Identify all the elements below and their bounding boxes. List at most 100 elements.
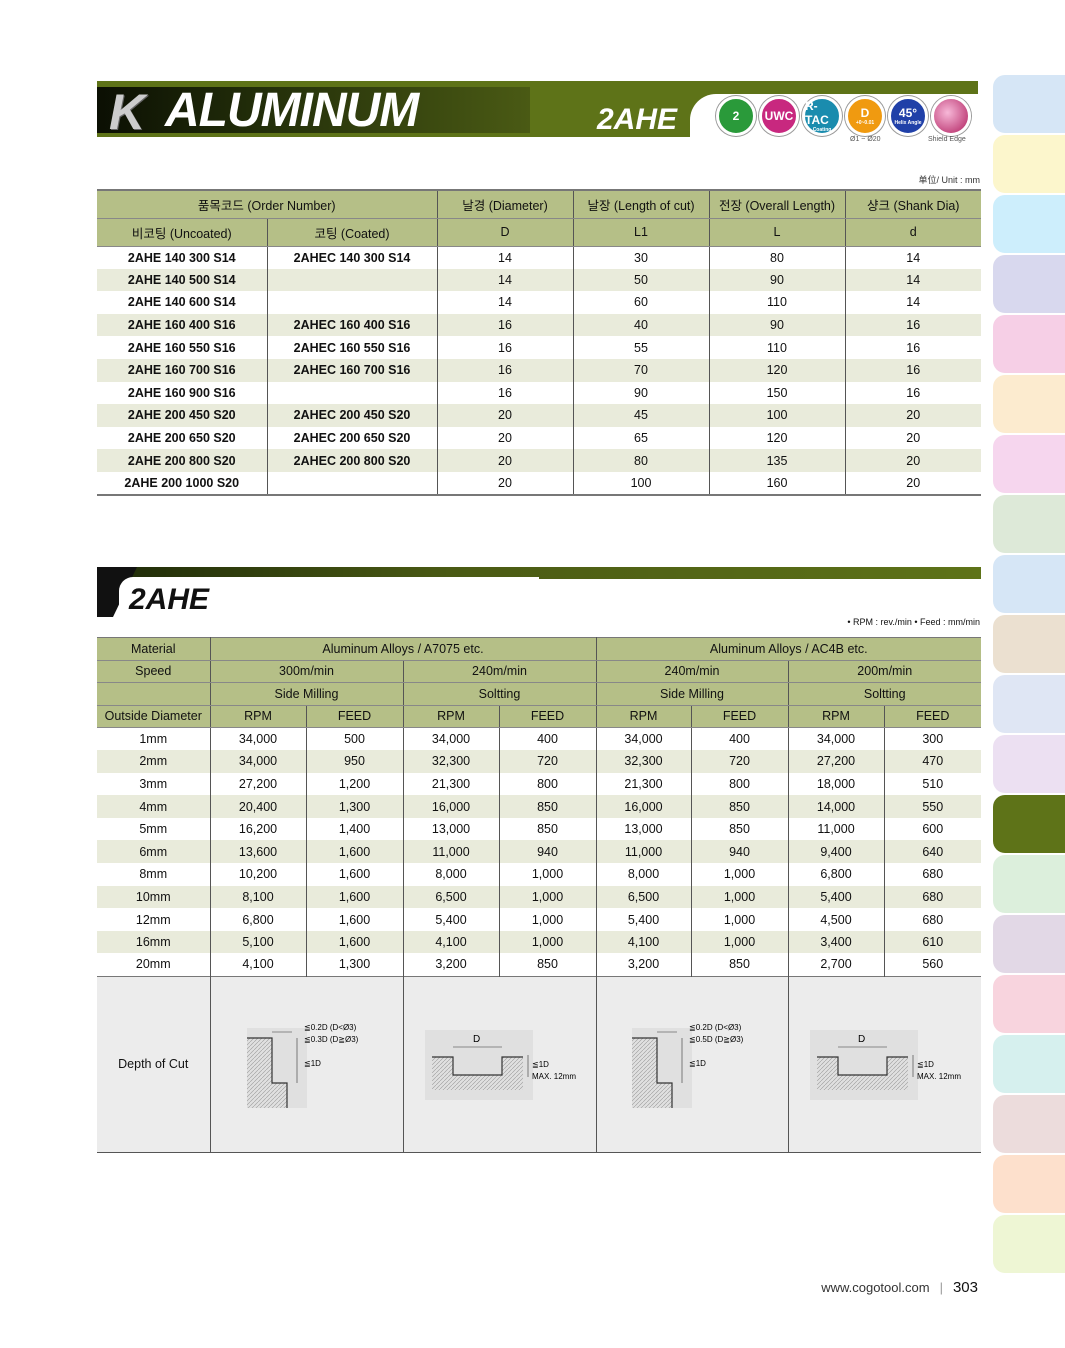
page-number: 303 — [952, 1279, 978, 1296]
depth-diagram: D ≦1D MAX. 12mm — [787, 975, 981, 1153]
side-tab[interactable] — [993, 315, 1065, 373]
footer: www.cogotool.com | 303 — [821, 1279, 978, 1296]
units-legend: • RPM : rev./min • Feed : mm/min — [847, 617, 980, 627]
spec-value: 16 — [436, 381, 573, 405]
diagram-note: MAX. 12mm — [917, 1072, 961, 1081]
depth-diagram: D ≦1D MAX. 12mm — [402, 975, 596, 1153]
side-tab[interactable] — [993, 975, 1065, 1033]
rpm-value: 6,500 — [402, 885, 499, 909]
r-tac-coating-icon: R-TAC Coating — [802, 96, 842, 136]
rpm-value: 11,000 — [595, 840, 691, 864]
side-tab[interactable] — [993, 555, 1065, 613]
section-title: 2AHE — [129, 583, 210, 616]
subheader-l1: L1 — [572, 218, 709, 247]
rpm-value: 4,100 — [402, 930, 499, 954]
condition-row: 1mm 34,000 500 34,000 400 34,000 400 34,000 300 — [97, 727, 981, 751]
spec-value: 135 — [708, 449, 845, 472]
section-header: 2AHE — [97, 567, 981, 617]
spec-value: 14 — [844, 291, 981, 314]
side-tab[interactable] — [993, 195, 1065, 253]
side-tab[interactable] — [993, 1215, 1065, 1273]
side-tab[interactable] — [993, 795, 1065, 853]
diagram-note: ≦1D — [917, 1060, 934, 1069]
feed-value: 800 — [690, 772, 788, 796]
spec-row: 2AHE 200 1000 S20 20 100 160 20 — [97, 471, 981, 495]
tolerance-icon-sub: +0~0.01 — [855, 120, 875, 126]
side-tab[interactable] — [993, 855, 1065, 913]
website-link[interactable]: www.cogotool.com — [821, 1280, 930, 1295]
spec-value: 80 — [708, 246, 845, 269]
order-code: 2AHEC 200 450 S20 — [266, 404, 437, 427]
feed-value: 500 — [305, 727, 403, 751]
tolerance-icon: D +0~0.01 — [845, 96, 885, 136]
operation: Side Milling — [595, 682, 788, 706]
condition-row: 8mm 10,200 1,600 8,000 1,000 8,000 1,000 6,800 6… — [97, 863, 981, 886]
side-tab[interactable] — [993, 495, 1065, 553]
feed-value: 400 — [690, 727, 788, 751]
side-tab[interactable] — [993, 435, 1065, 493]
rpm-value: 13,600 — [209, 840, 306, 864]
outside-diameter: 5mm — [139, 822, 168, 837]
diagram-d: D — [858, 1034, 865, 1045]
side-tab[interactable] — [993, 915, 1065, 973]
od-label: Outside Diameter — [97, 705, 210, 728]
feed-value: 950 — [305, 750, 403, 773]
diagram-note: ≦1D — [532, 1060, 549, 1069]
spec-row: 2AHE 140 600 S14 14 60 110 14 — [97, 291, 981, 314]
order-code: 2AHEC 140 300 S14 — [266, 246, 437, 269]
spec-row: 2AHE 200 650 S20 2AHEC 200 650 S20 20 65 120… — [97, 426, 981, 450]
side-tab[interactable] — [993, 135, 1065, 193]
rpm-value: 8,100 — [209, 885, 306, 909]
diagram-note: ≦0.2D (D<Ø3) — [689, 1023, 742, 1032]
spec-row: 2AHE 200 450 S20 2AHEC 200 450 S20 20 45 100… — [97, 404, 981, 427]
spec-value: 16 — [844, 358, 981, 382]
operation: Soltting — [787, 682, 981, 706]
feed-header: FEED — [690, 705, 788, 728]
side-tab[interactable] — [993, 735, 1065, 793]
rpm-value: 27,200 — [209, 772, 306, 796]
feed-value: 1,200 — [305, 772, 403, 796]
subheader-uncoated: 비코팅 (Uncoated) — [97, 218, 267, 247]
side-tab[interactable] — [993, 255, 1065, 313]
spec-value: 14 — [436, 291, 573, 314]
spec-value: 160 — [708, 471, 845, 495]
rpm-value: 4,100 — [595, 930, 691, 954]
spec-value: 50 — [572, 268, 709, 292]
feed-header: FEED — [883, 705, 981, 728]
side-tab[interactable] — [993, 1095, 1065, 1153]
rpm-value: 34,000 — [595, 727, 691, 751]
helix-45-icon: 45° Helix Angle — [888, 96, 928, 136]
rpm-value: 2,700 — [787, 953, 884, 977]
rpm-value: 3,200 — [402, 953, 499, 977]
order-code: 2AHEC 160 400 S16 — [266, 313, 437, 337]
side-tab[interactable] — [993, 1035, 1065, 1093]
feed-value: 680 — [883, 908, 981, 931]
category-banner: K ALUMINUM 2AHE — [97, 81, 978, 140]
material-a7075: Aluminum Alloys / A7075 etc. — [209, 637, 596, 661]
feed-value: 1,000 — [498, 885, 596, 909]
category-letter: K — [109, 84, 146, 140]
feed-value: 720 — [498, 750, 596, 773]
side-tab[interactable] — [993, 75, 1065, 133]
rpm-value: 5,400 — [787, 885, 884, 909]
order-code: 2AHE 200 650 S20 — [127, 431, 236, 446]
feed-value: 850 — [690, 953, 788, 977]
tolerance-icon-label: D — [860, 106, 870, 120]
side-tab[interactable] — [993, 375, 1065, 433]
feed-value: 850 — [498, 795, 596, 818]
feed-value: 1,300 — [305, 953, 403, 977]
spec-row: 2AHE 160 900 S16 16 90 150 16 — [97, 381, 981, 405]
order-code: 2AHE 200 1000 S20 — [124, 475, 240, 490]
depth-of-cut-row: Depth of Cut ≦0.2D (D<Ø3) ≦0.3D (D≧Ø3) ≦1D D… — [97, 975, 981, 1153]
order-code: 2AHEC 200 800 S20 — [266, 449, 437, 472]
feed-value: 1,000 — [498, 930, 596, 954]
spec-row: 2AHE 140 300 S14 2AHEC 140 300 S14 14 30 80 1… — [97, 246, 981, 269]
rpm-header: RPM — [787, 705, 884, 728]
side-tab[interactable] — [993, 615, 1065, 673]
side-tab[interactable] — [993, 675, 1065, 733]
order-code: 2AHEC 200 650 S20 — [266, 426, 437, 450]
rpm-value: 16,200 — [209, 817, 306, 841]
feed-value: 400 — [498, 727, 596, 751]
side-tab[interactable] — [993, 1155, 1065, 1213]
uwc-icon: UWC — [759, 96, 799, 136]
